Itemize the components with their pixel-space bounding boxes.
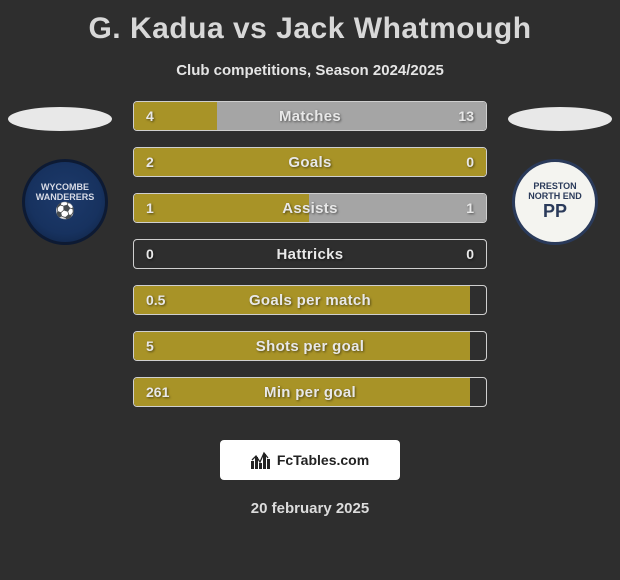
- stat-label: Goals per match: [134, 286, 486, 314]
- stat-row: 4Matches13: [133, 101, 487, 131]
- stat-label: Min per goal: [134, 378, 486, 406]
- stat-value-right: 0: [466, 148, 474, 176]
- club-crest-left: WYCOMBEWANDERERS⚽: [22, 159, 108, 245]
- stat-row: 5Shots per goal: [133, 331, 487, 361]
- club-crest-left-label: WYCOMBEWANDERERS⚽: [36, 183, 95, 220]
- comparison-card: G. Kadua vs Jack Whatmough Club competit…: [0, 0, 620, 580]
- stat-row: 261Min per goal: [133, 377, 487, 407]
- club-crest-right: PRESTONNORTH ENDPP: [512, 159, 598, 245]
- stat-label: Assists: [134, 194, 486, 222]
- date: 20 february 2025: [0, 500, 620, 517]
- subtitle: Club competitions, Season 2024/2025: [0, 62, 620, 79]
- stat-row: 0Hattricks0: [133, 239, 487, 269]
- stat-label: Hattricks: [134, 240, 486, 268]
- stat-label: Matches: [134, 102, 486, 130]
- stat-label: Shots per goal: [134, 332, 486, 360]
- stat-value-right: 1: [466, 194, 474, 222]
- brand-text: FcTables.com: [277, 452, 369, 468]
- club-crest-right-label: PRESTONNORTH ENDPP: [528, 182, 582, 222]
- player-photo-placeholder-left: [8, 107, 112, 131]
- player-photo-placeholder-right: [508, 107, 612, 131]
- stat-row: 0.5Goals per match: [133, 285, 487, 315]
- stat-label: Goals: [134, 148, 486, 176]
- stat-value-right: 13: [458, 102, 474, 130]
- stat-value-right: 0: [466, 240, 474, 268]
- stat-row: 2Goals0: [133, 147, 487, 177]
- stat-bars: 4Matches132Goals01Assists10Hattricks00.5…: [133, 101, 487, 423]
- brand-badge: FcTables.com: [220, 440, 400, 480]
- stat-row: 1Assists1: [133, 193, 487, 223]
- brand-icon: [251, 451, 271, 469]
- title: G. Kadua vs Jack Whatmough: [0, 0, 620, 46]
